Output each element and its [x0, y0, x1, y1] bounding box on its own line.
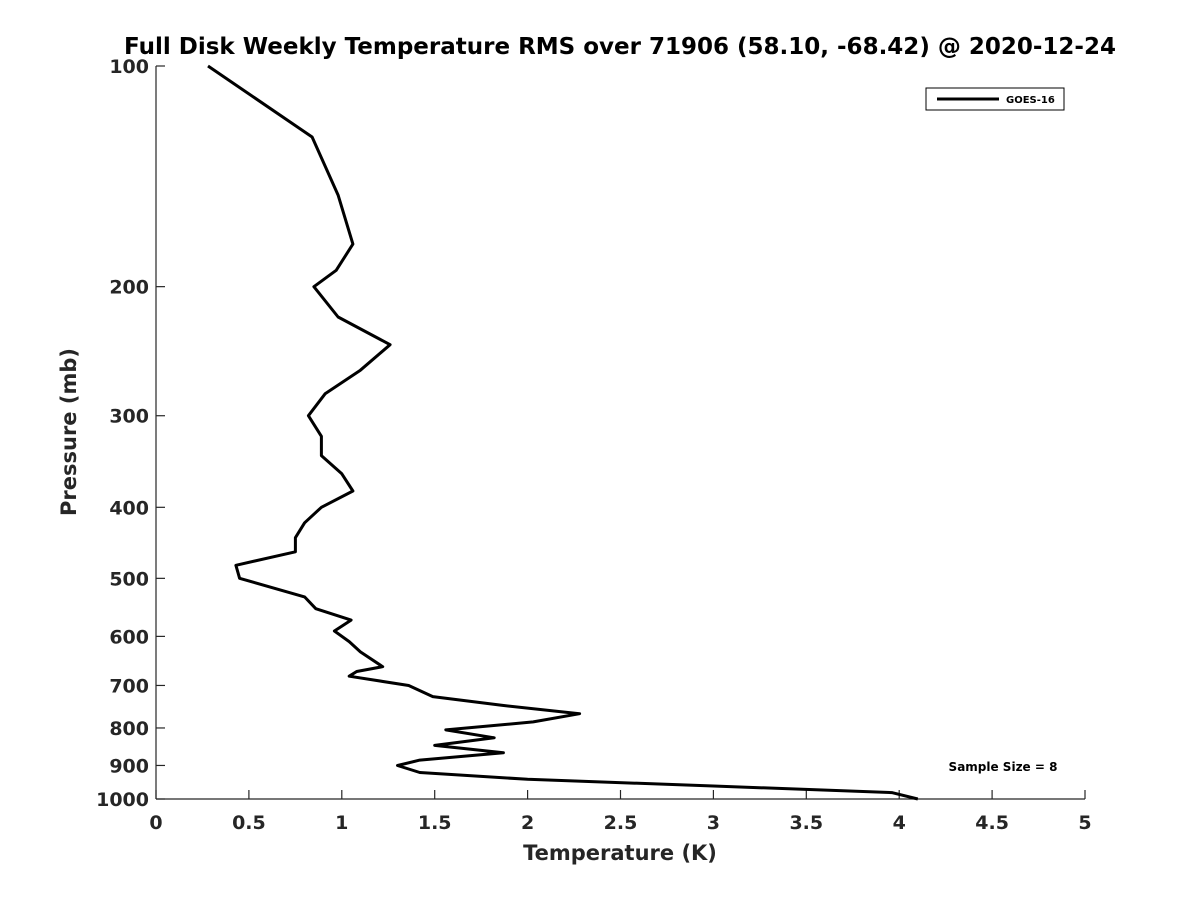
x-tick-label: 3 — [707, 812, 720, 834]
x-tick-label: 4.5 — [975, 812, 1009, 834]
y-tick-label: 200 — [109, 277, 149, 299]
x-axis-label: Temperature (K) — [523, 841, 717, 865]
x-tick-label: 0 — [149, 812, 162, 834]
y-tick-label: 300 — [109, 406, 149, 428]
y-tick-label: 1000 — [96, 789, 149, 811]
x-tick-label: 2 — [521, 812, 534, 834]
legend: GOES-16 — [925, 87, 1065, 111]
chart-title: Full Disk Weekly Temperature RMS over 71… — [124, 34, 1116, 60]
x-tick-label: 1.5 — [418, 812, 452, 834]
x-tick-label: 3.5 — [789, 812, 823, 834]
y-tick-label: 400 — [109, 497, 149, 519]
x-tick-label: 4 — [893, 812, 906, 834]
y-tick-label: 900 — [109, 755, 149, 777]
y-tick-label: 100 — [109, 56, 149, 78]
x-axis-ticks: 0 0.5 1 1.5 2 2.5 3 3.5 4 4.5 5 — [149, 790, 1092, 834]
y-axis-label: Pressure (mb) — [57, 348, 81, 516]
x-tick-label: 5 — [1078, 812, 1091, 834]
x-tick-label: 2.5 — [604, 812, 638, 834]
x-tick-label: 0.5 — [232, 812, 266, 834]
y-tick-label: 600 — [109, 626, 149, 648]
legend-label-goes-16: GOES-16 — [1006, 95, 1055, 106]
sample-size-annotation: Sample Size = 8 — [949, 760, 1058, 774]
y-tick-label: 800 — [109, 718, 149, 740]
y-tick-label: 500 — [109, 568, 149, 590]
y-axis-ticks: 100 200 300 400 500 600 700 800 900 1000 — [96, 56, 165, 811]
x-tick-label: 1 — [335, 812, 348, 834]
plot-axes — [155, 66, 1085, 800]
y-tick-label: 700 — [109, 675, 149, 697]
series-line-goes-16 — [207, 64, 919, 801]
